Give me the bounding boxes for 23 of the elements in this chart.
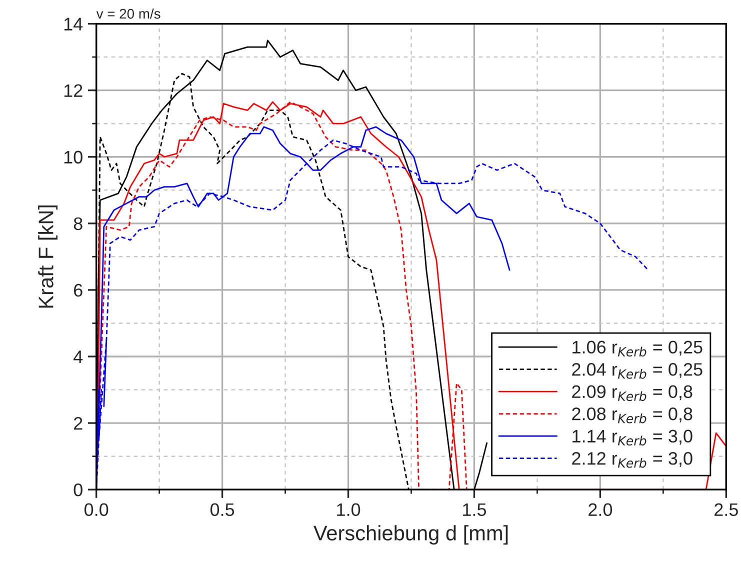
y-tick-label: 6	[74, 284, 82, 297]
legend-label: 2.08 r$_{Kerb}$ = 0,8	[572, 408, 692, 424]
x-tick-label: 0.5	[210, 503, 234, 516]
x-tick-label: 1.5	[463, 503, 486, 516]
x-tick-label: 1.0	[337, 503, 360, 516]
legend-label: 1.14 r$_{Kerb}$ = 3,0	[572, 430, 692, 446]
legend-label: 1.06 r$_{Kerb}$ = 0,25	[572, 340, 702, 357]
x-tick-label: 0.0	[84, 503, 108, 516]
y-tick-label: 14	[64, 18, 83, 30]
x-axis-title: Verschiebung d [mm]	[314, 525, 508, 545]
y-axis-title: Kraft F [kN]	[38, 205, 58, 308]
text: v = 20 m/s	[96, 8, 160, 19]
legend-label: 2.09 r$_{Kerb}$ = 0,8	[572, 385, 692, 402]
y-tick-label: 2	[74, 416, 82, 430]
y-tick-label: 0	[74, 484, 82, 496]
y-tick-label: 4	[74, 350, 83, 364]
y-tick-label: 12	[64, 84, 82, 97]
legend-label: 2.04 r$_{Kerb}$ = 0,25	[572, 363, 702, 379]
y-tick-label: 10	[64, 150, 82, 164]
y-tick-label: 8	[74, 217, 82, 230]
x-tick-label: 2.0	[588, 503, 612, 516]
legend-label: 2.12 r$_{Kerb}$ = 3,0	[572, 452, 692, 468]
x-tick-label: 2.5	[714, 503, 738, 516]
